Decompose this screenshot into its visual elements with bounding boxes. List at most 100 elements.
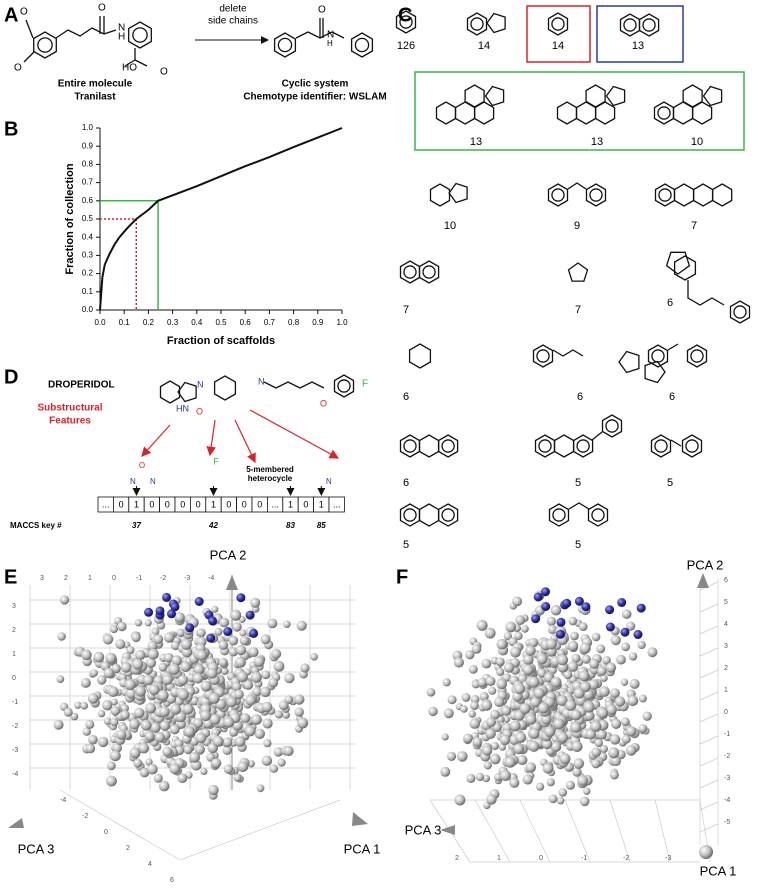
sphere xyxy=(134,707,145,719)
tick-label: 2 xyxy=(64,575,68,582)
grid-line xyxy=(699,647,719,657)
key-number: 37 xyxy=(132,521,141,530)
ring xyxy=(605,85,626,107)
ring xyxy=(556,101,578,125)
bit-value: 0 xyxy=(165,499,170,509)
grid-line xyxy=(179,799,341,861)
sphere-highlight xyxy=(208,616,218,626)
tick-label: 1 xyxy=(12,651,16,658)
sphere xyxy=(477,677,487,688)
sphere xyxy=(573,687,585,699)
scaffold-count: 13 xyxy=(470,136,482,148)
tick-label: 3 xyxy=(724,643,728,650)
sphere xyxy=(180,661,191,672)
sphere xyxy=(235,645,247,656)
sphere xyxy=(191,760,202,771)
atom: HO xyxy=(122,63,137,74)
axis-end xyxy=(699,845,713,859)
sphere xyxy=(164,652,174,663)
sphere xyxy=(296,620,307,631)
sphere-highlight xyxy=(155,606,165,616)
axis-arrowhead xyxy=(697,573,709,588)
ring xyxy=(548,503,570,527)
sphere xyxy=(606,704,617,715)
sphere xyxy=(110,625,118,634)
tick-label: -4 xyxy=(12,771,18,778)
bit-value: ... xyxy=(271,499,279,509)
sphere xyxy=(536,782,545,791)
sphere xyxy=(170,703,182,715)
sphere xyxy=(133,758,143,768)
ring xyxy=(702,85,723,107)
sphere xyxy=(621,717,630,727)
sphere xyxy=(85,743,96,754)
sphere xyxy=(200,710,211,722)
sphere xyxy=(262,701,273,713)
sphere xyxy=(129,747,141,759)
sphere-highlight xyxy=(144,607,154,617)
sphere xyxy=(103,717,112,725)
sphere xyxy=(70,712,79,721)
sphere xyxy=(589,658,600,669)
sphere xyxy=(177,675,188,686)
sphere xyxy=(525,714,537,725)
ring-aromatic xyxy=(354,37,370,53)
sphere xyxy=(196,628,206,638)
sphere xyxy=(163,632,175,643)
sphere xyxy=(470,694,480,704)
sphere xyxy=(228,647,238,657)
sphere xyxy=(548,794,558,804)
sphere-highlight xyxy=(556,617,566,627)
scaffold-count: 13 xyxy=(632,40,644,52)
sphere xyxy=(591,759,601,769)
sphere xyxy=(56,675,65,683)
bit-value: 0 xyxy=(303,499,308,509)
sphere xyxy=(183,745,193,755)
sphere xyxy=(525,762,536,773)
grid-line xyxy=(699,691,719,701)
sphere xyxy=(488,686,497,695)
ring-aromatic xyxy=(441,439,455,453)
sphere xyxy=(558,788,568,797)
sphere xyxy=(126,688,137,699)
sphere xyxy=(519,703,531,714)
ring xyxy=(448,182,468,204)
tick-label: 4 xyxy=(724,621,728,628)
axis-arrowhead xyxy=(440,825,455,835)
tick-label: -2 xyxy=(160,575,166,582)
sphere xyxy=(482,774,491,783)
bit-value: ... xyxy=(333,499,341,509)
sphere xyxy=(570,722,582,733)
bit-value: 0 xyxy=(196,499,201,509)
scaffold-count: 10 xyxy=(444,220,456,232)
sphere xyxy=(124,679,136,691)
sphere xyxy=(611,718,622,730)
sphere xyxy=(274,710,283,719)
sphere xyxy=(479,691,489,702)
tick-label: 0 xyxy=(104,829,108,836)
bond xyxy=(331,31,345,39)
tick-label: 1 xyxy=(497,855,501,862)
bit-value: 1 xyxy=(319,499,324,509)
ring-aromatic xyxy=(690,349,704,363)
sphere xyxy=(300,663,310,673)
ring xyxy=(686,344,708,368)
sphere xyxy=(447,695,457,705)
grid-line xyxy=(654,799,671,863)
sphere xyxy=(250,671,262,683)
sphere xyxy=(556,695,568,706)
ring-aromatic xyxy=(470,17,484,31)
ring xyxy=(213,375,237,401)
sphere xyxy=(254,728,265,739)
sphere-highlight xyxy=(574,596,584,606)
sphere xyxy=(583,787,591,795)
sphere xyxy=(490,753,501,765)
tick-label: 4 xyxy=(148,861,152,868)
ring xyxy=(177,381,197,403)
key-number: 42 xyxy=(208,521,218,530)
ring-aromatic xyxy=(551,188,565,202)
grid-line xyxy=(699,779,719,789)
x-tick-label: 0.3 xyxy=(167,318,179,327)
ring xyxy=(532,344,554,368)
ring xyxy=(418,434,440,458)
